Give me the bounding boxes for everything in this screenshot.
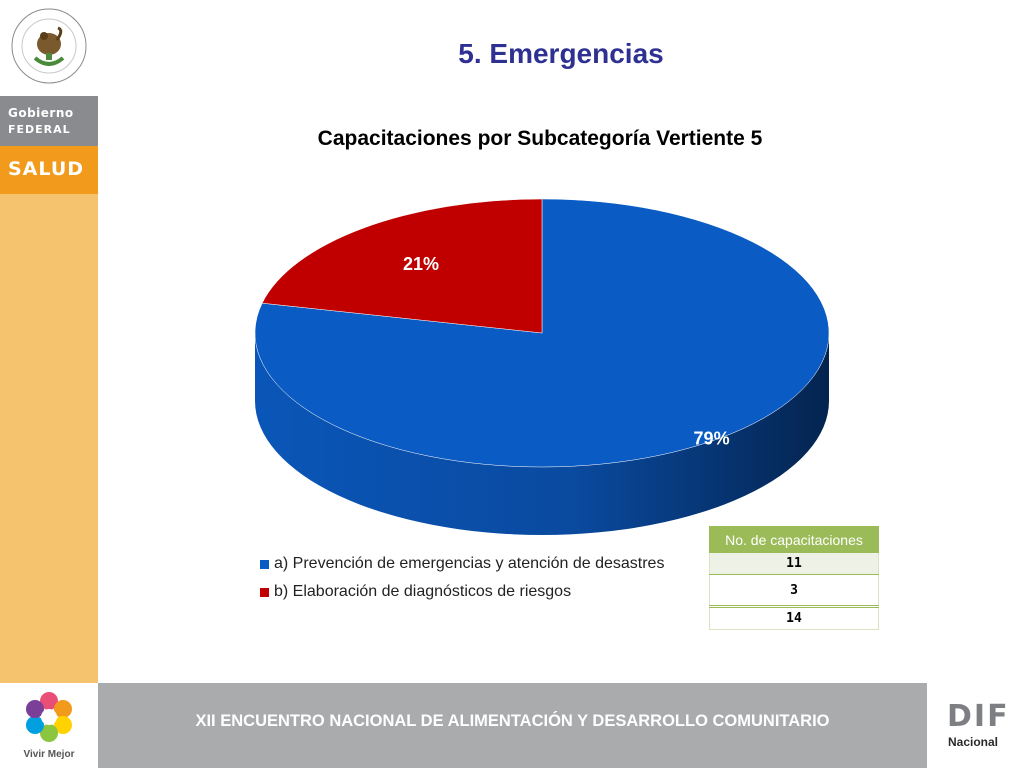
vivir-mejor-label: Vivir Mejor xyxy=(23,749,75,760)
table-cell-b: 3 xyxy=(709,574,879,608)
legend-swatch-red xyxy=(260,588,269,597)
pie-slice-1 xyxy=(261,198,543,334)
footer-band: XII ENCUENTRO NACIONAL DE ALIMENTACIÓN Y… xyxy=(98,683,927,768)
salud-badge: SALUD xyxy=(0,146,98,194)
legend-label-a: a) Prevención de emergencias y atención … xyxy=(274,555,665,572)
page-title: 5. Emergencias xyxy=(458,38,664,69)
dif-logo: DIF Nacional xyxy=(927,683,1024,768)
capacitaciones-table: No. de capacitaciones 11 3 14 xyxy=(709,526,879,630)
legend-label-b: b) Elaboración de diagnósticos de riesgo… xyxy=(274,583,572,600)
vivir-mejor-logo: Vivir Mejor xyxy=(0,683,98,768)
left-sidebar: Gobierno FEDERAL SALUD xyxy=(0,0,98,768)
mexico-seal xyxy=(0,0,98,96)
pie-data-label-1: 21% xyxy=(403,254,439,274)
federal-label: FEDERAL xyxy=(8,123,71,136)
pie-chart: 79% 21% xyxy=(254,198,830,535)
table-cell-total: 14 xyxy=(709,606,879,630)
pie-data-label-0: 79% xyxy=(694,429,730,449)
salud-label: SALUD xyxy=(8,158,85,180)
dif-nacional-label: Nacional xyxy=(948,735,999,749)
pie-slice-side-0 xyxy=(255,333,829,535)
chart-title: Capacitaciones por Subcategoría Vertient… xyxy=(317,127,763,150)
flower-logo-icon xyxy=(26,692,72,742)
eagle-seal-icon xyxy=(11,8,87,84)
dif-wordmark: DIF xyxy=(947,699,1010,734)
gobierno-federal-badge: Gobierno FEDERAL xyxy=(0,96,98,146)
gobierno-label: Gobierno xyxy=(8,106,74,120)
legend-swatch-blue xyxy=(260,560,269,569)
table-header: No. de capacitaciones xyxy=(709,526,879,553)
footer-text: XII ENCUENTRO NACIONAL DE ALIMENTACIÓN Y… xyxy=(195,712,830,730)
table-cell-a: 11 xyxy=(709,552,879,575)
